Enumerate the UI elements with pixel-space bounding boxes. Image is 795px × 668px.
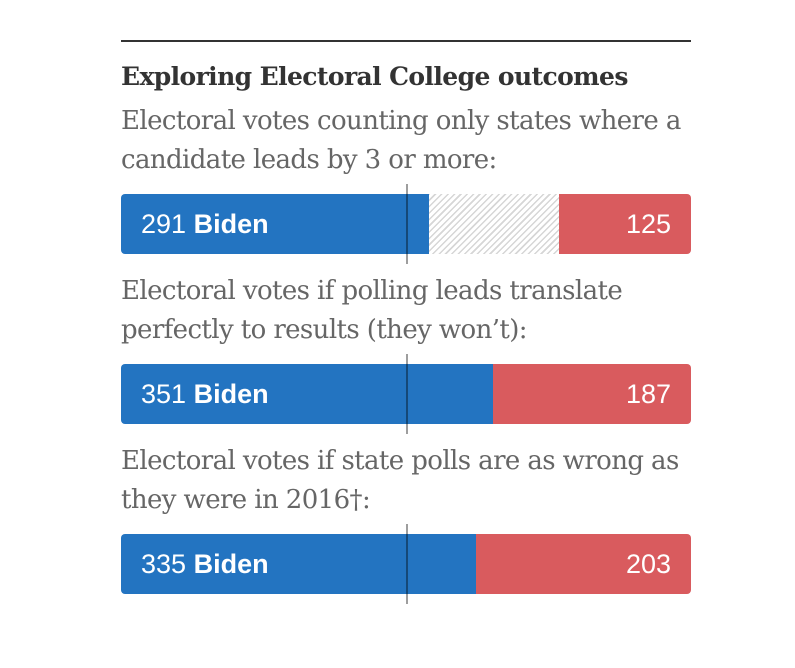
dem-label: 291 Biden xyxy=(141,194,269,254)
dem-candidate-name: Biden xyxy=(193,379,269,409)
rep-votes-value: 125 xyxy=(625,209,671,239)
tossup-segment xyxy=(429,194,559,254)
dem-candidate-name: Biden xyxy=(193,549,269,579)
rep-segment xyxy=(558,194,691,254)
scenario-1-subtitle: Electoral votes counting only states whe… xyxy=(121,106,681,175)
threshold-line xyxy=(406,354,409,434)
rep-votes-value: 203 xyxy=(625,549,671,579)
scenario-3-bar: 335 Biden 203 xyxy=(121,534,691,594)
dem-segment xyxy=(121,364,493,424)
scenario-2-subtitle: Electoral votes if polling leads transla… xyxy=(121,276,623,345)
threshold-line xyxy=(406,184,409,264)
rep-votes-value: 187 xyxy=(625,379,671,409)
dem-segment xyxy=(121,534,476,594)
scenario-1-bar: 291 Biden 125 xyxy=(121,194,691,254)
top-rule xyxy=(121,40,691,42)
dem-label: 335 Biden xyxy=(141,534,269,594)
dem-segment xyxy=(121,194,430,254)
scenario-3-subtitle: Electoral votes if state polls are as wr… xyxy=(121,446,679,515)
dem-votes-value: 335 xyxy=(141,549,187,579)
scenario-2-bar: 351 Biden 187 xyxy=(121,364,691,424)
dem-label: 351 Biden xyxy=(141,364,269,424)
rep-segment xyxy=(492,364,691,424)
threshold-line xyxy=(406,524,409,604)
rep-segment xyxy=(475,534,691,594)
chart-title: Exploring Electoral College outcomes xyxy=(121,62,628,91)
dem-candidate-name: Biden xyxy=(193,209,269,239)
dem-votes-value: 351 xyxy=(141,379,187,409)
dem-votes-value: 291 xyxy=(141,209,187,239)
